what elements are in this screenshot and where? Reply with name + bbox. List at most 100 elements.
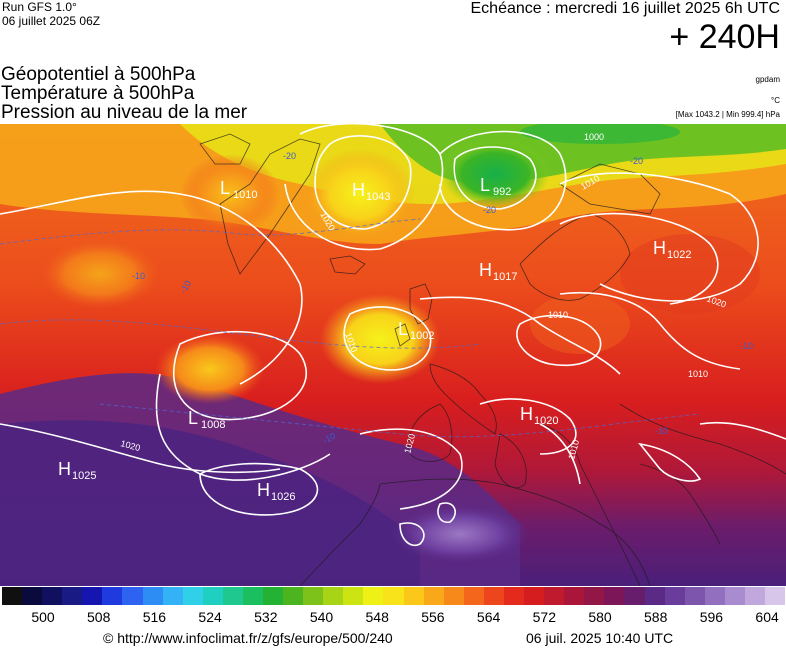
unit-geopotential: gpdam	[755, 75, 780, 84]
color-swatch	[42, 587, 63, 605]
color-scale-label: 580	[588, 609, 612, 625]
temperature-label: -10	[655, 426, 668, 436]
pressure-system-h-1020: H 1020	[520, 404, 558, 427]
color-swatch	[283, 587, 304, 605]
pressure-system-h-1022: H 1022	[653, 238, 691, 261]
color-swatch	[744, 587, 765, 605]
color-swatch	[202, 587, 223, 605]
color-swatch	[82, 587, 103, 605]
isobar-label: 1010	[688, 369, 708, 379]
color-swatch	[303, 587, 324, 605]
color-swatch	[604, 587, 625, 605]
system-letter: H	[520, 404, 533, 424]
system-letter: L	[480, 175, 490, 195]
color-swatch	[2, 587, 23, 605]
color-swatch	[383, 587, 404, 605]
system-value: 1010	[233, 189, 257, 201]
system-value: 1043	[366, 191, 390, 203]
pressure-system-h-1026: H 1026	[257, 480, 295, 503]
color-scale-label: 508	[87, 609, 111, 625]
color-swatch	[403, 587, 424, 605]
system-value: 1002	[410, 330, 434, 342]
color-swatch	[363, 587, 384, 605]
color-scale-label: 540	[309, 609, 334, 625]
color-swatch	[764, 587, 786, 605]
system-value: 1020	[534, 415, 558, 427]
color-swatch	[242, 587, 264, 605]
color-swatch	[704, 587, 725, 605]
color-swatch	[443, 587, 464, 605]
pressure-system-l-1010: L 1010	[220, 178, 257, 201]
color-scale-label: 532	[254, 609, 278, 625]
color-swatch	[644, 587, 665, 605]
color-scale-label: 596	[699, 609, 724, 625]
color-swatch	[102, 587, 123, 605]
generation-date: 06 juil. 2025 10:40 UTC	[526, 630, 674, 646]
color-swatch	[724, 587, 745, 605]
color-swatch	[503, 587, 525, 605]
system-letter: H	[479, 260, 492, 280]
system-letter: H	[352, 180, 365, 200]
color-swatch	[564, 587, 585, 605]
system-letter: L	[188, 408, 198, 428]
color-swatch	[343, 587, 364, 605]
color-swatch	[664, 587, 685, 605]
color-scale-label: 500	[31, 609, 55, 625]
run-date: 06 juillet 2025 06Z	[2, 14, 101, 28]
color-swatch	[62, 587, 83, 605]
param-temperature: Température à 500hPa	[1, 83, 195, 104]
credit-link[interactable]: © http://www.infoclimat.fr/z/gfs/europe/…	[103, 630, 393, 646]
temperature-label: -10	[740, 341, 753, 351]
color-swatch	[423, 587, 444, 605]
pressure-system-l-1002: L 1002	[398, 319, 434, 342]
color-scale	[2, 587, 786, 605]
color-swatch	[684, 587, 705, 605]
color-swatch	[222, 587, 243, 605]
system-value: 992	[493, 186, 511, 198]
color-scale-label: 524	[198, 609, 222, 625]
system-value: 1008	[201, 419, 225, 431]
color-swatch	[182, 587, 203, 605]
color-scale-label: 556	[421, 609, 445, 625]
isobar-label: 1010	[548, 310, 568, 320]
system-value: 1017	[493, 271, 517, 283]
color-swatch	[22, 587, 43, 605]
color-scale-label: 516	[142, 609, 167, 625]
system-letter: H	[58, 459, 71, 479]
param-geopotential: Géopotentiel à 500hPa	[1, 64, 196, 85]
unit-temperature: °C	[771, 96, 780, 105]
color-swatch	[584, 587, 605, 605]
param-pressure: Pression au niveau de la mer	[1, 102, 248, 123]
run-title: Run GFS 1.0°	[2, 0, 77, 14]
color-scale-label: 564	[476, 609, 501, 625]
color-swatch	[162, 587, 183, 605]
color-swatch	[263, 587, 284, 605]
system-value: 1022	[667, 249, 691, 261]
color-swatch	[544, 587, 565, 605]
weather-map: L 1010 H 1043 L 992 H 1022 H 1017 L 1002…	[0, 124, 786, 586]
pressure-system-h-1025: H 1025	[58, 459, 96, 482]
color-swatch	[323, 587, 344, 605]
system-value: 1026	[271, 491, 295, 503]
system-value: 1025	[72, 470, 96, 482]
color-swatch	[624, 587, 645, 605]
pressure-system-h-1043: H 1043	[352, 180, 390, 203]
color-scale-label: 604	[755, 609, 779, 625]
isobar-label: 1000	[584, 132, 604, 142]
forecast-valid-time: Echéance : mercredi 16 juillet 2025 6h U…	[470, 0, 781, 17]
temperature-label: -20	[283, 151, 296, 161]
color-swatch	[524, 587, 545, 605]
system-letter: L	[220, 178, 230, 198]
temperature-label: -20	[630, 156, 643, 166]
pressure-system-h-1017: H 1017	[479, 260, 517, 283]
temperature-label: -10	[132, 271, 145, 281]
temperature-label: -20	[483, 205, 496, 215]
system-letter: H	[653, 238, 666, 258]
pressure-range: [Max 1043.2 | Min 999.4] hPa	[675, 110, 780, 119]
color-swatch	[483, 587, 504, 605]
lead-time: + 240H	[669, 18, 780, 56]
color-scale-label: 588	[644, 609, 668, 625]
color-swatch	[142, 587, 163, 605]
system-letter: L	[398, 319, 408, 339]
pressure-system-l-1008: L 1008	[188, 408, 225, 431]
